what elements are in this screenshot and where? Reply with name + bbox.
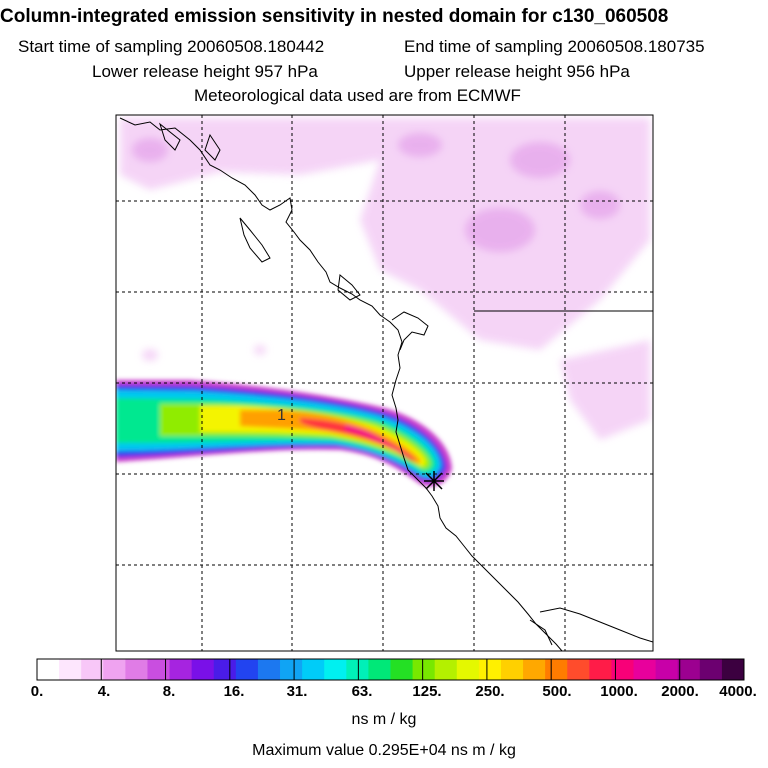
colorbar-tick: 4.	[97, 683, 111, 700]
colorbar-frame	[36, 658, 745, 681]
colorbar-swatch	[191, 659, 215, 680]
colorbar-swatch	[721, 659, 745, 680]
colorbar-swatch	[368, 659, 391, 680]
colorbar-tick: 2000.	[661, 683, 699, 700]
colorbar-swatch	[589, 659, 612, 680]
colorbar-swatch	[169, 659, 193, 680]
colorbar-tick: 500.	[542, 683, 572, 700]
colorbar-swatch	[280, 659, 303, 680]
background-sensitivity-stronger	[132, 133, 620, 252]
colorbar-tick: 31.	[286, 683, 308, 700]
colorbar-swatch	[699, 659, 723, 680]
end-time-label: End time of sampling 20060508.180735	[404, 37, 705, 56]
colorbar-swatch	[81, 659, 104, 680]
colorbar-swatch	[655, 659, 679, 680]
colorbar	[37, 659, 745, 680]
colorbar-swatch	[213, 659, 237, 680]
asterisk-icon	[424, 471, 444, 491]
colorbar-swatch	[523, 659, 546, 680]
colorbar-swatch	[235, 659, 259, 680]
coastlines	[119, 117, 653, 651]
grid	[116, 115, 653, 651]
start-time-label: Start time of sampling 20060508.180442	[18, 37, 325, 56]
colorbar-swatch	[125, 659, 148, 680]
plume	[116, 380, 452, 487]
sensitivity-field: 1	[116, 115, 653, 651]
colorbar-tick: 63.	[351, 683, 373, 700]
colorbar-swatch	[257, 659, 281, 680]
colorbar-swatch	[302, 659, 325, 680]
colorbar-swatch	[545, 659, 568, 680]
colorbar-swatch	[567, 659, 590, 680]
colorbar-tick: 4000.	[719, 683, 757, 700]
upper-release-label: Upper release height 956 hPa	[404, 62, 630, 81]
colorbar-swatch	[478, 659, 502, 680]
plume-marker-label: 1	[277, 407, 286, 424]
colorbar-swatch	[611, 659, 635, 680]
lower-release-label: Lower release height 957 hPa	[92, 62, 318, 81]
colorbar-swatch	[346, 659, 369, 680]
colorbar-tick: 16.	[223, 683, 245, 700]
colorbar-swatch	[677, 659, 701, 680]
map-frame	[115, 114, 654, 652]
colorbar-swatch	[390, 659, 414, 680]
colorbar-swatch	[324, 659, 347, 680]
colorbar-swatch	[103, 659, 126, 680]
colorbar-tick: 250.	[475, 683, 505, 700]
met-data-label: Meteorological data used are from ECMWF	[194, 86, 521, 105]
colorbar-swatch	[412, 659, 436, 680]
figure-title: Column-integrated emission sensitivity i…	[0, 6, 669, 27]
colorbar-tick: 1000.	[600, 683, 638, 700]
colorbar-swatch	[37, 659, 60, 680]
colorbar-tick: 125.	[412, 683, 442, 700]
colorbar-swatch	[500, 659, 524, 680]
colorbar-swatch	[434, 659, 458, 680]
colorbar-swatch	[456, 659, 480, 680]
colorbar-swatch	[59, 659, 82, 680]
colorbar-units: ns m / kg	[351, 711, 417, 728]
colorbar-tick: 8.	[162, 683, 176, 700]
colorbar-swatch	[147, 659, 171, 680]
colorbar-tick: 0.	[30, 683, 44, 700]
colorbar-swatch	[633, 659, 657, 680]
maximum-value-label: Maximum value 0.295E+04 ns m / kg	[252, 742, 516, 759]
